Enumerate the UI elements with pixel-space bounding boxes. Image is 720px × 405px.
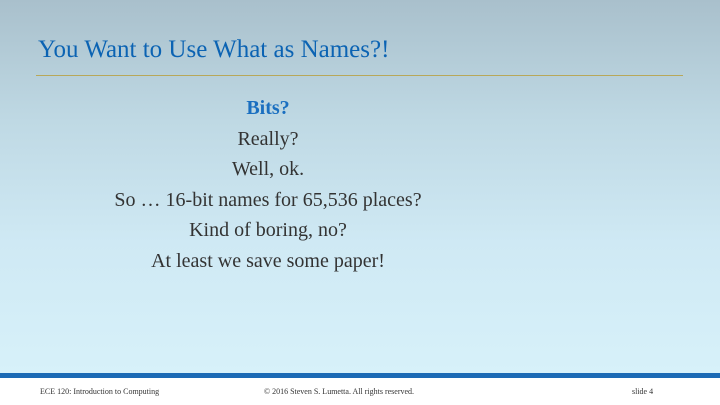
body-line-well-ok: Well, ok.	[231, 158, 305, 180]
footer-bar	[0, 373, 720, 378]
body-line-save-paper: At least we save some paper!	[151, 249, 385, 272]
slide-title: You Want to Use What as Names?!	[38, 36, 390, 63]
body-line-bits: Bits?	[246, 97, 290, 119]
footer-copyright: © 2016 Steven S. Lumetta. All rights res…	[264, 387, 415, 396]
footer: ECE 120: Introduction to Computing © 201…	[0, 378, 720, 405]
footer-course: ECE 120: Introduction to Computing	[40, 387, 160, 396]
body-line-16-bit-names: So … 16-bit names for 65,536 places?	[114, 188, 422, 211]
title-divider	[36, 75, 683, 76]
footer-slide-number: slide 4	[632, 387, 654, 396]
body-line-kind-of-boring: Kind of boring, no?	[189, 219, 347, 241]
body-line-really: Really?	[237, 127, 299, 150]
slide-body: Bits? Really? Well, ok. So … 16-bit name…	[0, 93, 536, 276]
